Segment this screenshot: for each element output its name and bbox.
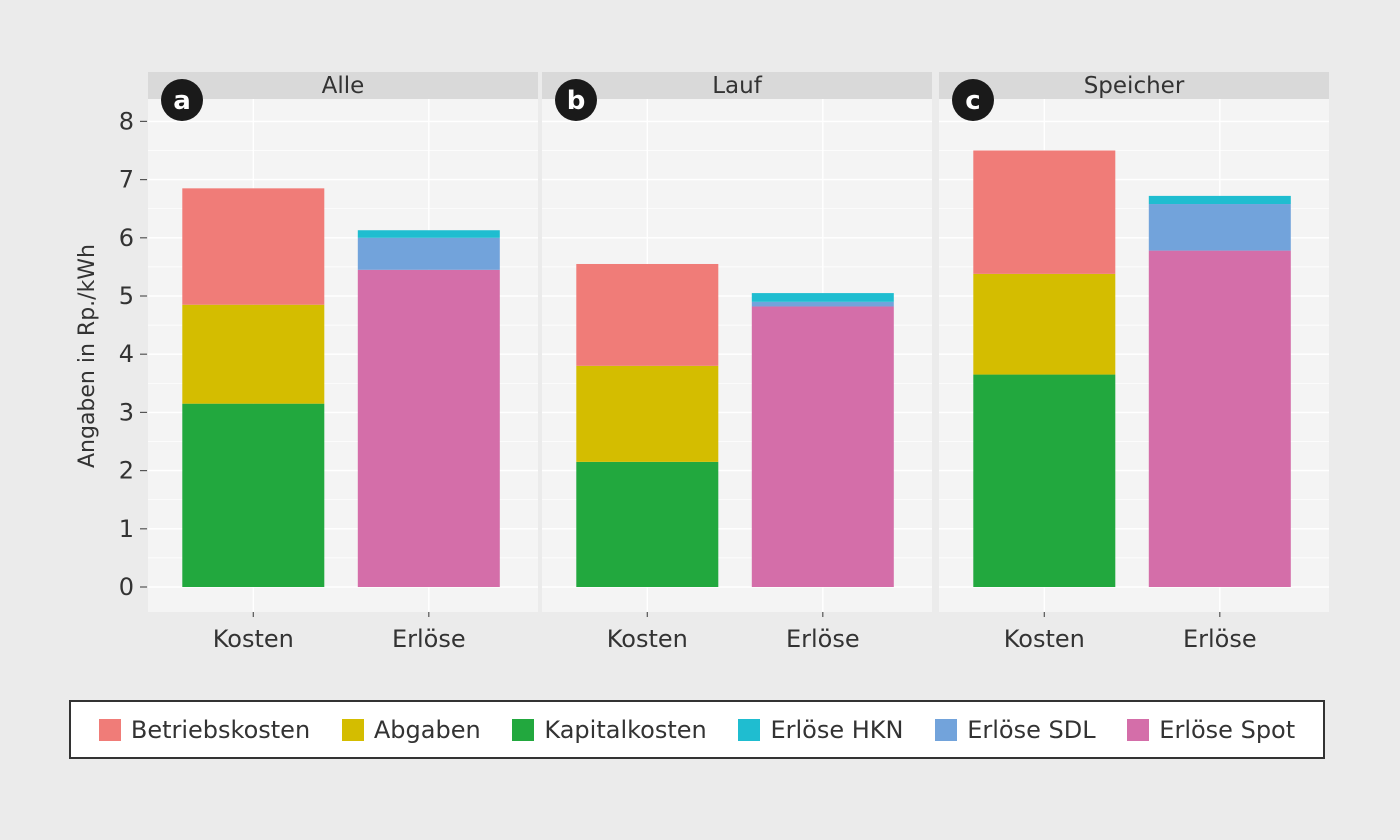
legend-item: Erlöse HKN [738,716,903,744]
panel-letter-badge [952,79,994,121]
legend-swatch [98,718,121,741]
legend-swatch [1127,718,1150,741]
y-tick-label: 1 [119,515,134,543]
facet-title: Speicher [1084,73,1185,99]
legend-label: Abgaben [373,715,481,744]
legend-item: Betriebskosten [98,715,311,744]
x-tick-label: Erlöse [786,625,860,653]
bar-segment [182,304,325,404]
bar-segment [973,273,1116,375]
legend-label: Betriebskosten [130,715,311,744]
facet-title: Lauf [712,73,762,99]
legend-item: Abgaben [341,715,481,744]
panel-letter: b [567,86,586,116]
y-tick-label: 4 [119,340,134,368]
facet-strip [148,72,538,99]
bar-segment [1148,195,1291,205]
panel-letter-badge [161,79,203,121]
y-axis-title: Angaben in Rp./kWh [75,244,100,468]
bar-segment [357,230,500,238]
x-tick-label: Erlöse [1183,625,1257,653]
x-tick-label: Kosten [1004,625,1085,653]
bar-segment [576,263,719,366]
y-tick-label: 5 [119,282,134,310]
bar-segment [751,293,894,302]
y-tick-label: 3 [119,398,134,426]
x-tick-label: Kosten [213,625,294,653]
legend-label: Erlöse SDL [967,715,1096,744]
legend-item: Kapitalkosten [512,715,707,744]
panel-letter: a [173,86,191,116]
bar-segment [751,301,894,307]
y-tick-label: 7 [119,166,134,194]
y-tick-label: 8 [119,107,134,135]
legend-item: Erlöse SDL [935,715,1096,744]
legend-swatch [341,718,364,741]
facet-title: Alle [322,73,365,99]
x-tick-label: Kosten [607,625,688,653]
legend-swatch [935,718,958,741]
bar-segment [576,461,719,587]
y-tick-label: 2 [119,457,134,485]
bar-segment [576,365,719,462]
bar-segment [357,269,500,587]
bar-segment [973,374,1116,587]
legend-label: Kapitalkosten [544,715,707,744]
legend: Betriebskosten Abgaben Kapitalkosten Erlöse… [69,700,1325,759]
legend-label: Erlöse HKN [770,715,904,744]
legend-swatch [512,718,535,741]
bar-segment [751,306,894,587]
bar-segment [1148,250,1291,587]
bar-segment [182,188,325,305]
legend-swatch [738,718,761,741]
y-tick-label: 0 [119,573,134,601]
panel-letter: c [965,86,980,116]
bar-segment [973,150,1116,274]
y-tick-label: 6 [119,224,134,252]
legend-label: Erlöse Spot [1159,715,1296,744]
facet-strip [939,72,1329,99]
bar-segment [357,237,500,270]
x-tick-label: Erlöse [392,625,466,653]
legend-item: Erlöse Spot [1127,716,1295,744]
bar-segment [1148,204,1291,251]
panel-letter-badge [555,79,597,121]
facet-strip [542,72,932,99]
bar-segment [182,403,325,587]
